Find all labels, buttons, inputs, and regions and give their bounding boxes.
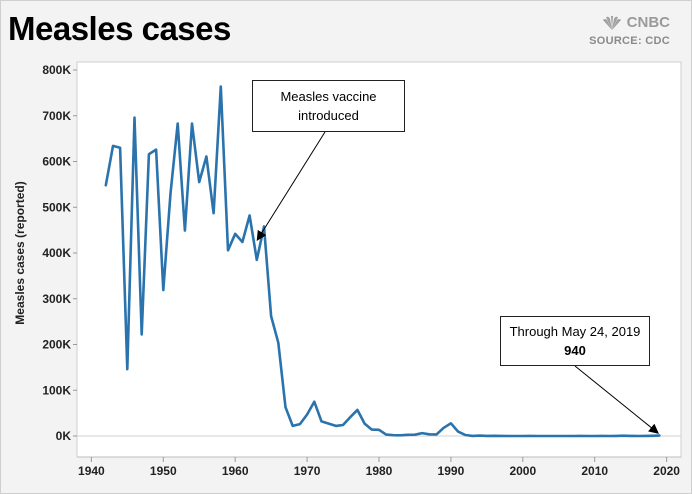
- y-tick-label: 500K: [42, 200, 71, 214]
- through-callout-value: 940: [564, 343, 586, 358]
- y-tick-label: 300K: [42, 292, 71, 306]
- x-tick-label: 1940: [78, 464, 105, 478]
- through-callout-line1: Through May 24, 2019: [509, 324, 641, 339]
- vaccine-callout-line2: introduced: [298, 108, 359, 123]
- x-tick-label: 1950: [150, 464, 177, 478]
- source-label: SOURCE: CDC: [589, 35, 670, 47]
- series-line: [104, 85, 661, 438]
- x-tick-label: 2020: [653, 464, 680, 478]
- brand-logo: CNBC: [601, 14, 670, 31]
- y-tick-label: 400K: [42, 246, 71, 260]
- brand-name: CNBC: [626, 14, 670, 31]
- x-tick-label: 1980: [366, 464, 393, 478]
- x-tick-label: 1960: [222, 464, 249, 478]
- vaccine-callout-line1: Measles vaccine: [280, 89, 377, 104]
- y-tick-label: 800K: [42, 63, 71, 77]
- y-tick-label: 600K: [42, 155, 71, 169]
- y-axis-label: Measles cases (reported): [13, 181, 27, 324]
- peacock-icon: [602, 15, 621, 30]
- page-title: Measles cases: [8, 10, 231, 47]
- vaccine-callout: Measles vaccine introduced: [252, 80, 405, 132]
- x-tick-label: 1990: [438, 464, 465, 478]
- x-tick-label: 2010: [581, 464, 608, 478]
- y-tick-label: 200K: [42, 338, 71, 352]
- x-tick-label: 1970: [294, 464, 321, 478]
- y-tick-label: 700K: [42, 109, 71, 123]
- through-callout: Through May 24, 2019 940: [500, 316, 650, 366]
- y-tick-label: 0K: [56, 429, 72, 443]
- y-tick-label: 100K: [42, 383, 71, 397]
- x-tick-label: 2000: [509, 464, 536, 478]
- vaccine-arrow: [256, 131, 326, 241]
- through-arrow: [574, 365, 659, 434]
